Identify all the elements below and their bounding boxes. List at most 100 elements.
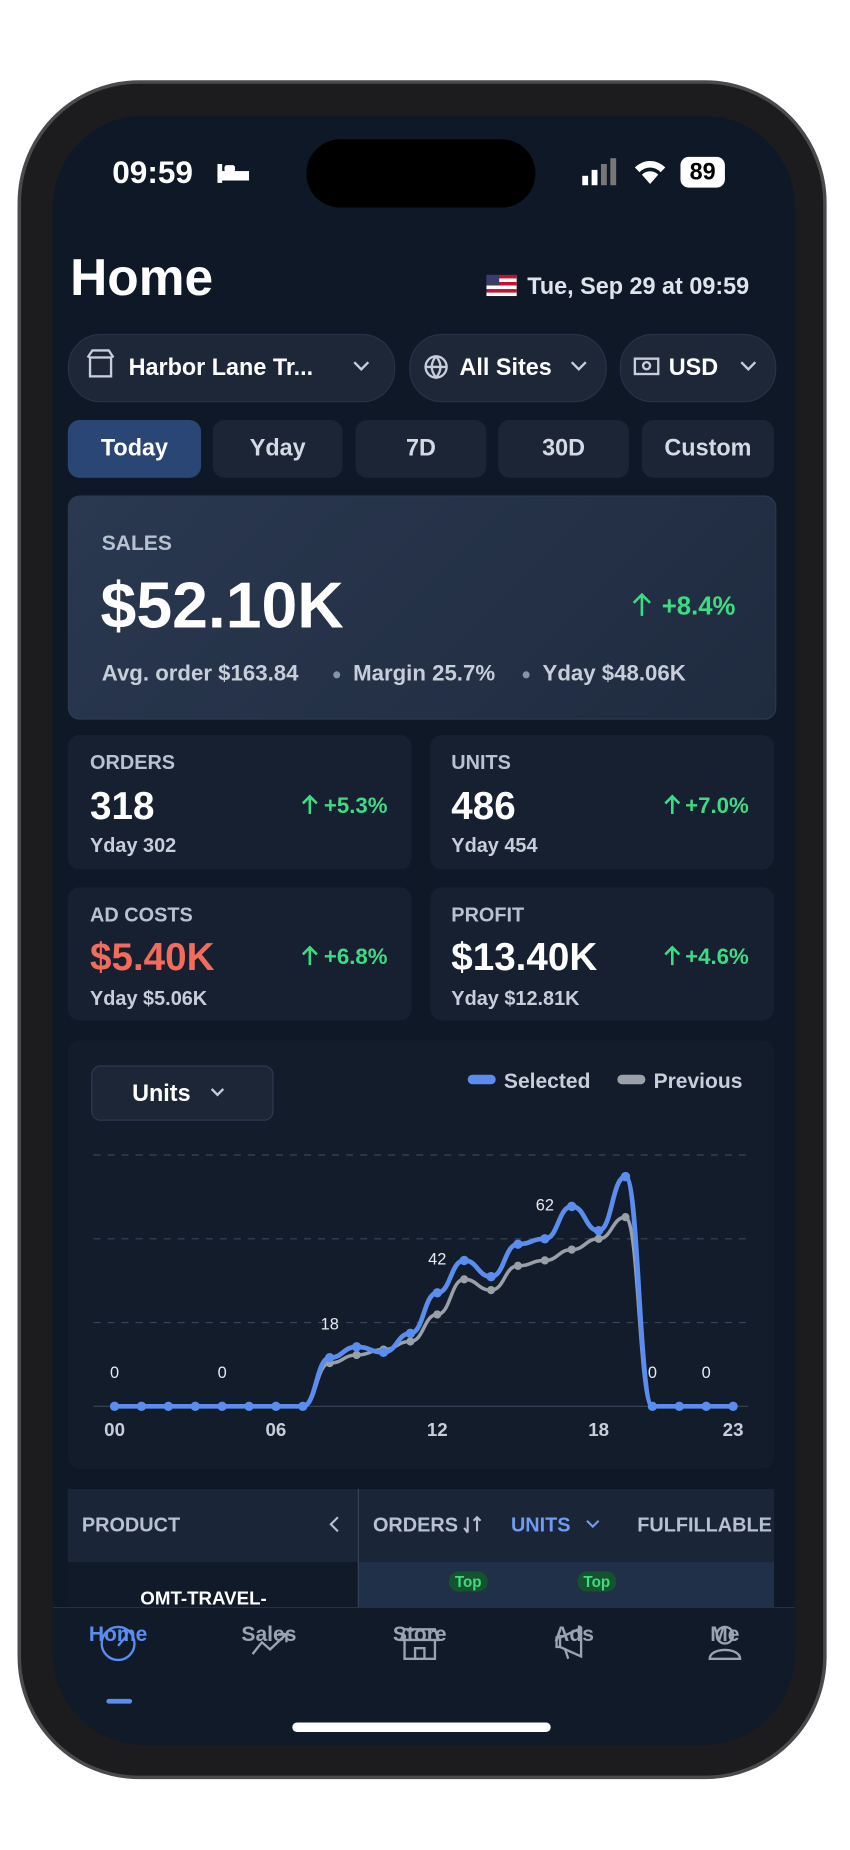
site-filter-label: All Sites [459,355,552,382]
nav-item-active[interactable]: Home [88,1622,148,1646]
sales-detail: Yday $48.06K [542,661,686,687]
metric-card [430,735,775,870]
tab[interactable]: 7D [355,420,487,478]
sales-label: SALES [101,530,172,555]
sales-value: $52.10K [100,568,344,642]
point [351,1342,362,1352]
home-indicator [292,1722,551,1732]
point [433,1310,442,1319]
point [567,1245,576,1254]
metric-value: $13.40K [451,934,598,979]
status-time: 09:59 [112,154,193,190]
point [620,1171,631,1182]
tab[interactable]: 30D [498,420,630,478]
point [460,1275,469,1284]
point [513,1239,523,1249]
metric-label: ORDERS [90,751,176,774]
metric-previous: Yday $12.81K [451,987,580,1010]
sales-card [67,495,777,720]
point [109,1401,120,1412]
point [621,1213,630,1222]
point [459,1255,469,1266]
legend-label: Previous [654,1070,743,1093]
value-label: 18 [321,1315,339,1333]
point [244,1401,254,1412]
value-label: 0 [648,1364,657,1382]
point [728,1401,738,1412]
point [540,1256,549,1265]
tab[interactable]: Custom [641,420,775,478]
metric-previous: Yday 454 [451,834,538,857]
nav-item[interactable]: Ads [554,1622,594,1646]
column-header[interactable]: FULFILLABLE [637,1513,772,1537]
currency-filter-label: USD [668,355,719,382]
dynamic-island [306,139,536,208]
signal-icon [582,158,617,186]
point [540,1234,550,1244]
point [647,1401,658,1412]
point [593,1225,604,1236]
metric-card [67,735,412,870]
metric-change: +4.6% [685,945,749,970]
x-tick-label: 06 [266,1419,287,1440]
column-header[interactable]: ORDERS [372,1513,459,1537]
product-name: OMT-TRAVEL- [140,1589,267,1610]
filter-icons [86,349,757,380]
point [217,1401,227,1412]
badge: Top [577,1571,617,1592]
point [594,1234,603,1243]
metric-change: +7.0% [685,794,749,819]
legend-swatch [617,1074,646,1085]
badge: Top [448,1571,488,1592]
point [352,1350,361,1360]
store-filter-label: Harbor Lane Tr... [128,355,314,382]
point [513,1261,523,1270]
point [378,1347,389,1357]
sleep-icon [217,163,250,183]
value-label: 0 [702,1364,711,1382]
divider [357,1488,359,1610]
metric-change: +5.3% [323,794,388,819]
metric-card [430,887,775,1021]
point [325,1352,335,1363]
column-header-active[interactable]: UNITS [510,1513,571,1537]
point [486,1286,496,1295]
x-tick-label: 18 [588,1419,609,1440]
nav-item[interactable]: Me [710,1622,740,1646]
tab-active[interactable]: Today [67,420,202,478]
table-row-right [357,1562,775,1610]
point [567,1201,577,1212]
sales-change: +8.4% [661,591,736,621]
column-clip: FULFILLABLE [637,1510,774,1538]
table-icons [329,1515,600,1534]
point [163,1401,174,1412]
sales-detail: Margin 25.7% [353,661,496,687]
metric-value: 486 [451,783,516,828]
tab[interactable]: Yday [212,420,343,478]
page-title: Home [70,248,214,307]
metric-previous: Yday $5.06K [90,987,208,1010]
store-filter[interactable] [67,333,396,403]
point [674,1401,684,1412]
table-row-left [67,1562,358,1610]
value-label: 0 [110,1364,119,1382]
column-header: PRODUCT [81,1513,181,1537]
value-label: 0 [218,1364,227,1382]
metric-card [67,887,412,1021]
metric-label: AD COSTS [90,903,193,927]
chart-selector[interactable] [91,1065,274,1121]
point [486,1271,496,1282]
point [271,1401,281,1412]
metric-value: $5.40K [90,934,215,979]
metric-label: PROFIT [451,903,525,927]
x-tick-label: 12 [427,1419,448,1440]
nav-item[interactable]: Sales [241,1622,297,1646]
wifi-icon [634,160,666,185]
point [298,1401,308,1412]
x-tick-label: 00 [104,1419,125,1440]
date-time: Tue, Sep 29 at 09:59 [527,273,750,300]
nav-item[interactable]: Store [392,1622,447,1646]
